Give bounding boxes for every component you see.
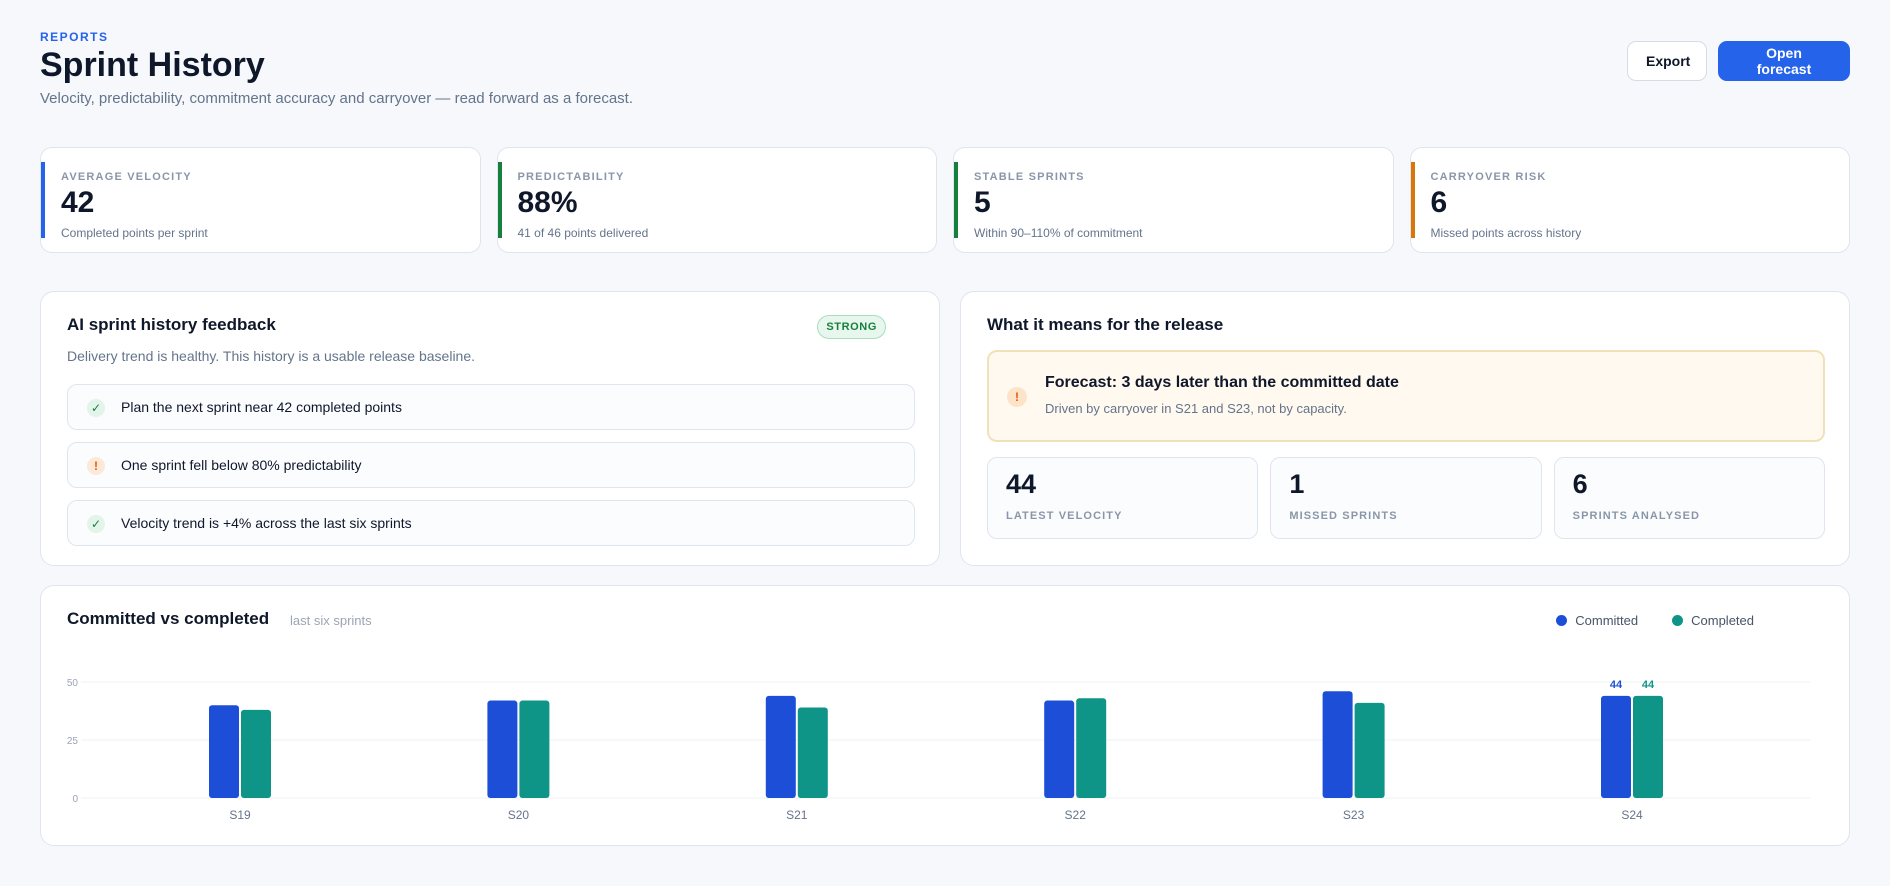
stat-label: MISSED SPRINTS: [1289, 510, 1398, 522]
check-icon: ✓: [87, 515, 105, 533]
breadcrumb: REPORTS: [40, 30, 109, 44]
feedback-item: ✓ Plan the next sprint near 42 completed…: [67, 384, 915, 430]
stat-latest-velocity: 44 LATEST VELOCITY: [987, 457, 1259, 539]
kpi-accent-bar: [954, 162, 958, 238]
feedback-item: ✓ Velocity trend is +4% across the last …: [67, 500, 915, 546]
forecast-callout: ! Forecast: 3 days later than the commit…: [987, 350, 1825, 442]
page-title: Sprint History: [40, 46, 265, 84]
x-tick-label: S23: [1343, 808, 1365, 822]
page-header: REPORTS Sprint History Velocity, predict…: [40, 0, 1850, 148]
x-tick-label: S21: [786, 808, 808, 822]
legend-label: Completed: [1691, 613, 1754, 628]
kpi-accent-bar: [1410, 162, 1415, 238]
x-tick-label: S20: [508, 808, 530, 822]
y-tick-label: 50: [67, 678, 79, 689]
kpi-label: AVERAGE VELOCITY: [61, 171, 192, 183]
kpi-note: 41 of 46 points delivered: [517, 226, 649, 240]
stat-value: 44: [1006, 469, 1037, 499]
ai-feedback-panel: AI sprint history feedback STRONG Delive…: [40, 291, 940, 566]
bar-committed-s24: [1601, 695, 1631, 798]
status-badge: STRONG: [817, 315, 886, 339]
kpi-row: AVERAGE VELOCITY 42 Completed points per…: [40, 147, 1850, 253]
stat-label: LATEST VELOCITY: [1006, 510, 1123, 522]
kpi-label: STABLE SPRINTS: [974, 171, 1085, 183]
stat-label: SPRINTS ANALYSED: [1572, 510, 1701, 522]
legend-item-completed: Completed: [1672, 613, 1754, 628]
committed-vs-completed-chart: 0 25 50 S19 S20 S21 S22 S23 44 44 S24: [67, 678, 1811, 822]
bar-completed-s23: [1354, 702, 1385, 798]
x-tick-label: S19: [229, 808, 251, 822]
forecast-title: Forecast: 3 days later than the committe…: [1045, 374, 1399, 391]
legend-swatch: [1672, 615, 1684, 626]
release-impact-panel: What it means for the release ! Forecast…: [960, 291, 1850, 566]
feedback-item-text: One sprint fell below 80% predictability: [121, 457, 362, 473]
y-tick-label: 25: [67, 736, 79, 747]
warning-icon: !: [1007, 387, 1027, 407]
feedback-subtitle: Delivery trend is healthy. This history …: [67, 348, 476, 364]
bar-committed-s20: [487, 700, 518, 798]
stat-value: 6: [1572, 469, 1588, 499]
committed-vs-completed-chart-panel: 0 25 50 S19 S20 S21 S22 S23 44 44 S24 Committed vs…: [40, 585, 1850, 846]
kpi-label: PREDICTABILITY: [517, 171, 625, 183]
stat-missed-sprints: 1 MISSED SPRINTS: [1270, 457, 1542, 539]
y-tick-label: 0: [72, 794, 78, 805]
bar-completed-s22: [1076, 698, 1107, 798]
legend-label: Committed: [1575, 613, 1639, 628]
x-tick-label: S22: [1065, 808, 1087, 822]
kpi-note: Completed points per sprint: [61, 226, 208, 240]
bar-committed-s22: [1044, 700, 1075, 798]
page-subtitle: Velocity, predictability, commitment acc…: [40, 90, 634, 107]
kpi-card-carryover-risk: CARRYOVER RISK 6 Missed points across hi…: [1409, 147, 1850, 253]
kpi-value: 42: [61, 186, 95, 219]
kpi-card-predictability: PREDICTABILITY 88% 41 of 46 points deliv…: [496, 147, 937, 253]
header-actions: Export Open forecast: [1627, 41, 1850, 81]
kpi-card-average-velocity: AVERAGE VELOCITY 42 Completed points per…: [40, 147, 481, 253]
feedback-title: AI sprint history feedback: [67, 315, 276, 334]
chart-legend: Committed Completed: [1556, 613, 1754, 628]
kpi-accent-bar: [497, 162, 502, 238]
data-label: 44: [1610, 679, 1623, 691]
page: REPORTS Sprint History Velocity, predict…: [40, 0, 1850, 846]
export-button[interactable]: Export: [1627, 41, 1707, 81]
kpi-note: Within 90–110% of commitment: [974, 226, 1143, 240]
chart-subtitle: last six sprints: [290, 613, 372, 628]
kpi-label: CARRYOVER RISK: [1430, 171, 1547, 183]
bar-completed-s24: [1633, 695, 1663, 798]
data-label: 44: [1642, 679, 1655, 691]
stat-value: 1: [1289, 469, 1305, 499]
kpi-accent-bar: [41, 162, 45, 238]
legend-swatch: [1556, 615, 1568, 626]
kpi-note: Missed points across history: [1430, 226, 1582, 240]
kpi-value: 5: [974, 186, 991, 219]
bar-completed-s21: [797, 707, 828, 798]
bar-completed-s19: [241, 709, 271, 798]
chart-title: Committed vs completed: [67, 609, 270, 628]
forecast-subtitle: Driven by carryover in S21 and S23, not …: [1045, 401, 1347, 416]
open-forecast-button[interactable]: Open forecast: [1718, 41, 1850, 81]
release-title: What it means for the release: [987, 315, 1224, 334]
check-icon: ✓: [87, 399, 105, 417]
legend-item-committed: Committed: [1556, 613, 1638, 628]
warning-icon: !: [87, 457, 105, 475]
bar-committed-s21: [765, 695, 796, 798]
bar-committed-s19: [209, 705, 239, 798]
kpi-value: 6: [1430, 186, 1448, 219]
feedback-item-text: Plan the next sprint near 42 completed p…: [121, 399, 402, 415]
kpi-value: 88%: [517, 186, 578, 219]
x-tick-label: S24: [1621, 808, 1643, 822]
bar-committed-s23: [1322, 691, 1353, 798]
bar-completed-s20: [519, 700, 550, 798]
release-stats: 44 LATEST VELOCITY 1 MISSED SPRINTS 6 SP…: [987, 457, 1825, 539]
stat-sprints-analysed: 6 SPRINTS ANALYSED: [1553, 457, 1825, 539]
kpi-card-stable-sprints: STABLE SPRINTS 5 Within 90–110% of commi…: [953, 147, 1394, 253]
feedback-item: ! One sprint fell below 80% predictabili…: [67, 442, 915, 488]
feedback-item-text: Velocity trend is +4% across the last si…: [121, 515, 412, 531]
